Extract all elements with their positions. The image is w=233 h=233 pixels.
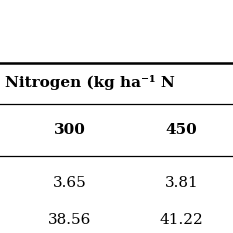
Text: 300: 300 <box>54 123 86 137</box>
Text: 3.81: 3.81 <box>165 176 199 190</box>
Text: 450: 450 <box>166 123 198 137</box>
Text: 38.56: 38.56 <box>48 213 92 227</box>
Text: 41.22: 41.22 <box>160 213 204 227</box>
Text: 3.65: 3.65 <box>53 176 87 190</box>
Text: Nitrogen (kg ha⁻¹ N: Nitrogen (kg ha⁻¹ N <box>5 75 175 90</box>
